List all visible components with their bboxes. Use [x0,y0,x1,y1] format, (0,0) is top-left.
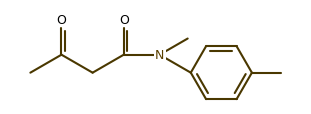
Text: O: O [57,14,67,27]
Text: N: N [155,49,164,62]
Text: O: O [119,14,129,27]
